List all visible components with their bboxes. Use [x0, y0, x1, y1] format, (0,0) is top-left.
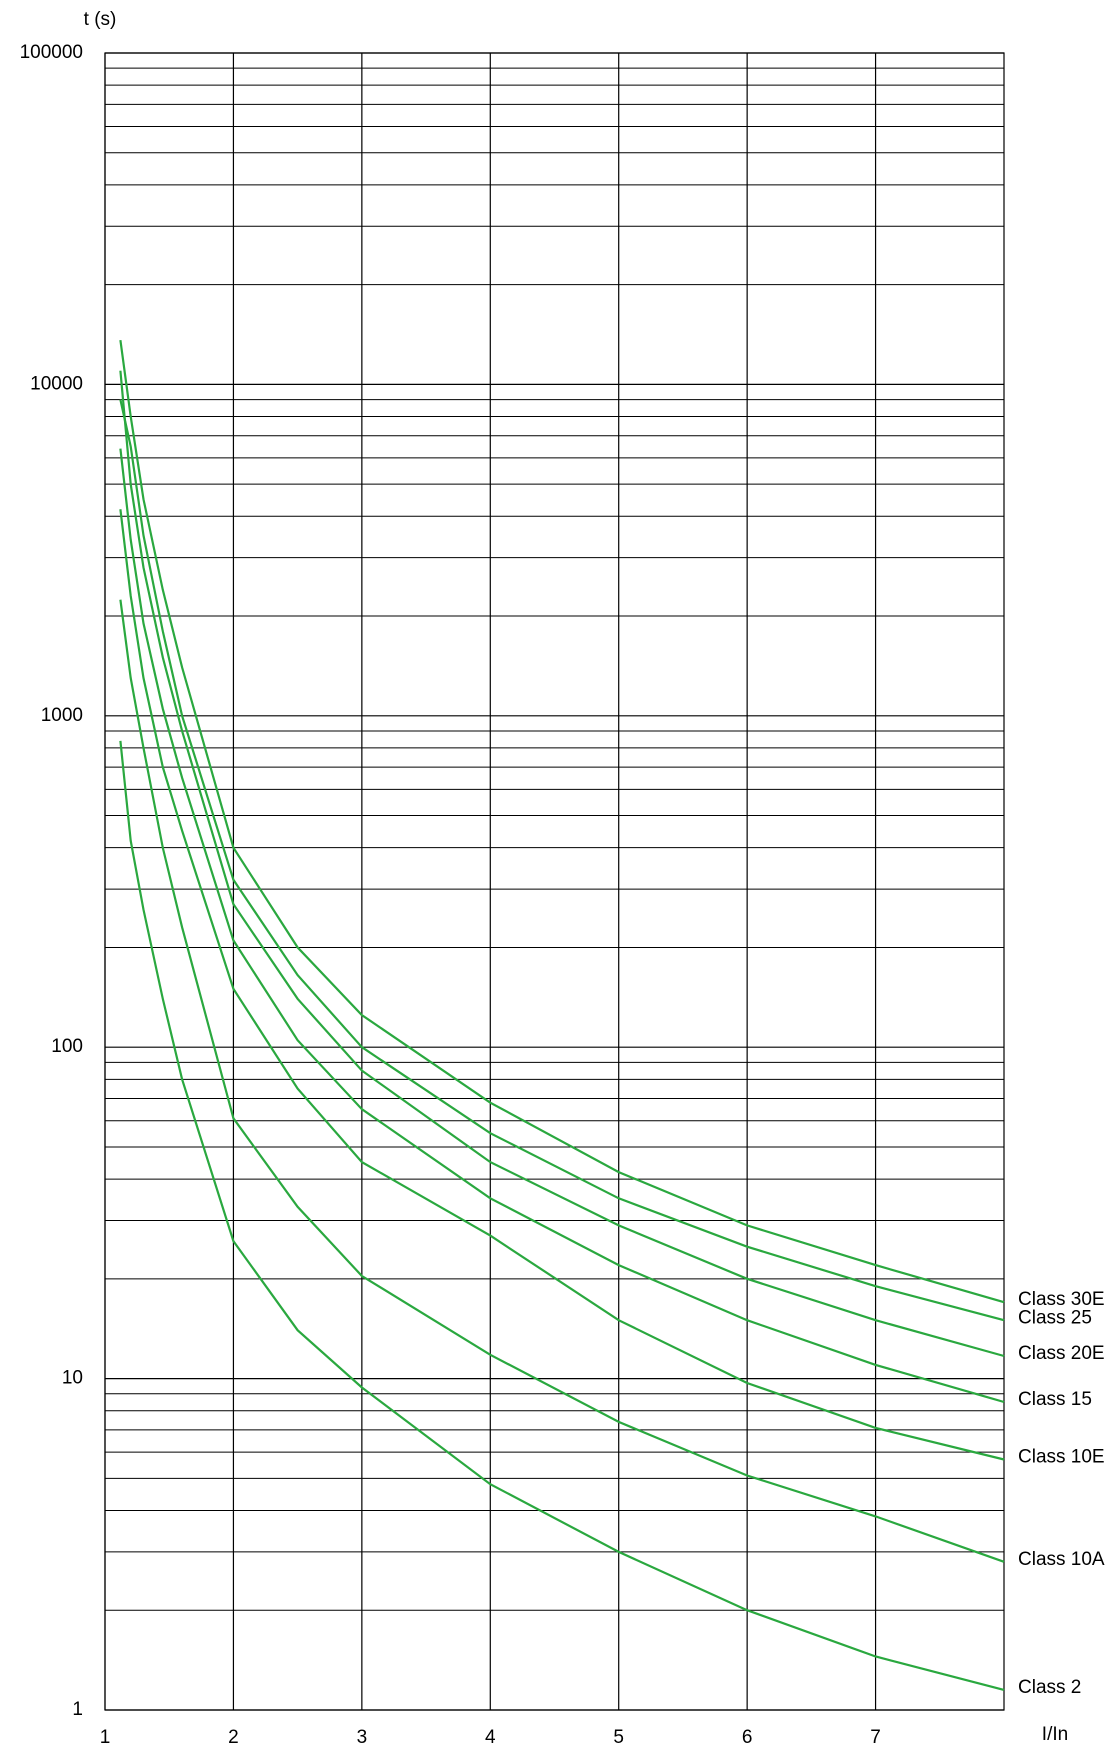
- y-axis-label: t (s): [84, 9, 117, 30]
- x-tick-label: 4: [485, 1727, 496, 1748]
- series-line: [119, 339, 1005, 1304]
- series-label: Class 30E: [1018, 1289, 1105, 1310]
- series-line: [119, 370, 1005, 1358]
- x-tick-label: 3: [357, 1727, 368, 1748]
- series-label: Class 15: [1018, 1389, 1092, 1410]
- plot-frame: [104, 52, 1005, 1711]
- y-tick-label: 1: [72, 1699, 83, 1720]
- y-tick-label: 10000: [30, 373, 83, 394]
- series-line: [119, 599, 1005, 1563]
- x-tick-label: 6: [742, 1727, 753, 1748]
- series-line: [119, 509, 1005, 1461]
- y-tick-label: 100000: [20, 42, 83, 63]
- x-tick-label: 1: [100, 1727, 111, 1748]
- y-tick-label: 100: [51, 1036, 83, 1057]
- y-tick-label: 10: [62, 1368, 83, 1389]
- y-tick-label: 1000: [41, 705, 83, 726]
- series-line: [119, 740, 1005, 1691]
- x-tick-label: 5: [613, 1727, 624, 1748]
- series-label: Class 2: [1018, 1677, 1081, 1698]
- x-tick-label: 2: [228, 1727, 239, 1748]
- series-line: [119, 399, 1005, 1322]
- series-line: [119, 448, 1005, 1404]
- series-label: Class 20E: [1018, 1343, 1105, 1364]
- x-axis-label: I/In: [1042, 1724, 1068, 1745]
- series-label: Class 10E: [1018, 1447, 1105, 1468]
- series-label: Class 25: [1018, 1307, 1092, 1328]
- series-label: Class 10A: [1018, 1549, 1105, 1570]
- x-tick-label: 7: [870, 1727, 881, 1748]
